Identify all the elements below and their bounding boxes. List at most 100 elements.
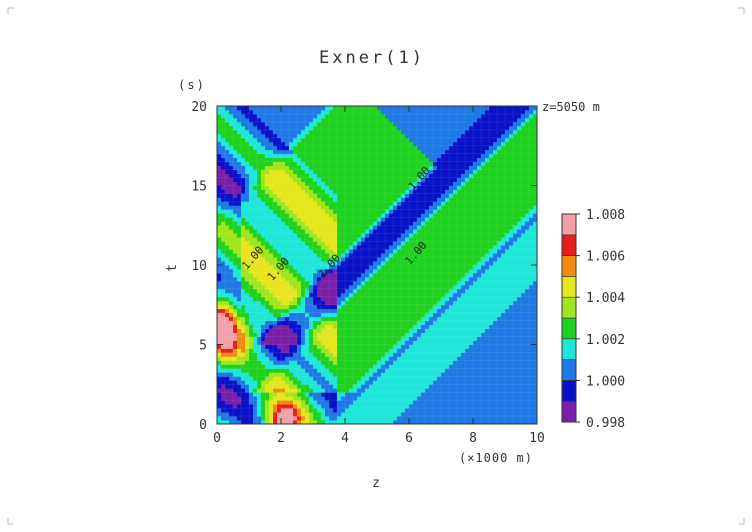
heatmap-cell — [289, 340, 294, 345]
heatmap-cell — [241, 376, 246, 381]
heatmap-cell — [365, 221, 370, 226]
heatmap-cell — [301, 253, 306, 258]
heatmap-cell — [325, 376, 330, 381]
heatmap-cell — [393, 213, 398, 218]
heatmap-cell — [253, 185, 258, 190]
heatmap-cell — [345, 221, 350, 226]
heatmap-cell — [373, 157, 378, 163]
heatmap-cell — [413, 249, 418, 254]
heatmap-cell — [273, 296, 278, 302]
heatmap-cell — [381, 185, 386, 190]
heatmap-cell — [293, 280, 298, 286]
heatmap-cell — [269, 364, 274, 369]
heatmap-cell — [385, 233, 390, 238]
heatmap-cell — [301, 368, 306, 373]
heatmap-cell — [341, 352, 346, 357]
heatmap-cell — [457, 169, 462, 174]
heatmap-cell — [301, 213, 306, 218]
heatmap-cell — [277, 149, 282, 155]
heatmap-cell — [341, 257, 346, 262]
heatmap-cell — [433, 296, 438, 302]
heatmap-cell — [345, 193, 350, 198]
heatmap-cell — [245, 181, 250, 186]
heatmap-cell — [345, 253, 350, 258]
heatmap-cell — [237, 157, 242, 163]
heatmap-cell — [361, 420, 366, 424]
heatmap-cell — [229, 109, 234, 115]
heatmap-cell — [317, 400, 322, 405]
heatmap-cell — [249, 380, 254, 385]
heatmap-cell — [393, 312, 398, 318]
heatmap-cell — [349, 316, 354, 322]
heatmap-cell — [249, 284, 254, 290]
heatmap-cell — [237, 420, 242, 424]
heatmap-cell — [269, 201, 274, 206]
heatmap-cell — [417, 332, 422, 337]
heatmap-cell — [345, 165, 350, 170]
heatmap-cell — [389, 229, 394, 234]
heatmap-cell — [369, 320, 374, 326]
heatmap-cell — [333, 201, 338, 206]
heatmap-cell — [277, 416, 282, 421]
heatmap-cell — [221, 137, 226, 143]
heatmap-cell — [377, 388, 382, 393]
heatmap-cell — [261, 268, 266, 274]
heatmap-cell — [321, 125, 326, 131]
heatmap-cell — [337, 145, 342, 151]
heatmap-cell — [457, 400, 462, 405]
heatmap-cell — [453, 364, 458, 369]
heatmap-cell — [285, 106, 290, 111]
heatmap-cell — [245, 249, 250, 254]
heatmap-cell — [449, 368, 454, 373]
heatmap-cell — [349, 181, 354, 186]
heatmap-cell — [245, 412, 250, 417]
heatmap-cell — [345, 185, 350, 190]
heatmap-cell — [381, 364, 386, 369]
heatmap-cell — [293, 197, 298, 202]
heatmap-cell — [281, 265, 286, 270]
heatmap-cell — [385, 177, 390, 182]
heatmap-cell — [461, 129, 466, 135]
heatmap-cell — [321, 145, 326, 151]
heatmap-cell — [433, 173, 438, 178]
heatmap-cell — [421, 181, 426, 186]
heatmap-cell — [445, 304, 450, 310]
heatmap-cell — [409, 396, 414, 401]
heatmap-cell — [241, 265, 246, 270]
heatmap-cell — [453, 209, 458, 214]
heatmap-cell — [237, 149, 242, 155]
heatmap-cell — [333, 157, 338, 163]
heatmap-cell — [445, 384, 450, 389]
heatmap-cell — [425, 296, 430, 302]
heatmap-cell — [457, 157, 462, 163]
heatmap-cell — [465, 376, 470, 381]
heatmap-cell — [309, 320, 314, 326]
heatmap-cell — [413, 372, 418, 377]
heatmap-cell — [373, 288, 378, 294]
heatmap-cell — [305, 201, 310, 206]
heatmap-cell — [453, 201, 458, 206]
heatmap-cell — [237, 165, 242, 170]
heatmap-cell — [217, 392, 222, 397]
heatmap-cell — [437, 312, 442, 318]
heatmap-cell — [373, 332, 378, 337]
heatmap-cell — [245, 324, 250, 330]
heatmap-cell — [289, 292, 294, 298]
heatmap-cell — [465, 304, 470, 310]
heatmap-cell — [357, 284, 362, 290]
heatmap-cell — [277, 257, 282, 262]
heatmap-cell — [261, 356, 266, 361]
heatmap-cell — [465, 312, 470, 318]
heatmap-cell — [401, 177, 406, 182]
heatmap-cell — [365, 106, 370, 111]
heatmap-cell — [217, 300, 222, 306]
heatmap-cell — [441, 209, 446, 214]
heatmap-cell — [377, 324, 382, 330]
heatmap-cell — [305, 408, 310, 413]
heatmap-cell — [253, 106, 258, 111]
heatmap-cell — [237, 185, 242, 190]
heatmap-cell — [333, 177, 338, 182]
heatmap-cell — [245, 304, 250, 310]
heatmap-cell — [317, 304, 322, 310]
heatmap-cell — [409, 316, 414, 322]
